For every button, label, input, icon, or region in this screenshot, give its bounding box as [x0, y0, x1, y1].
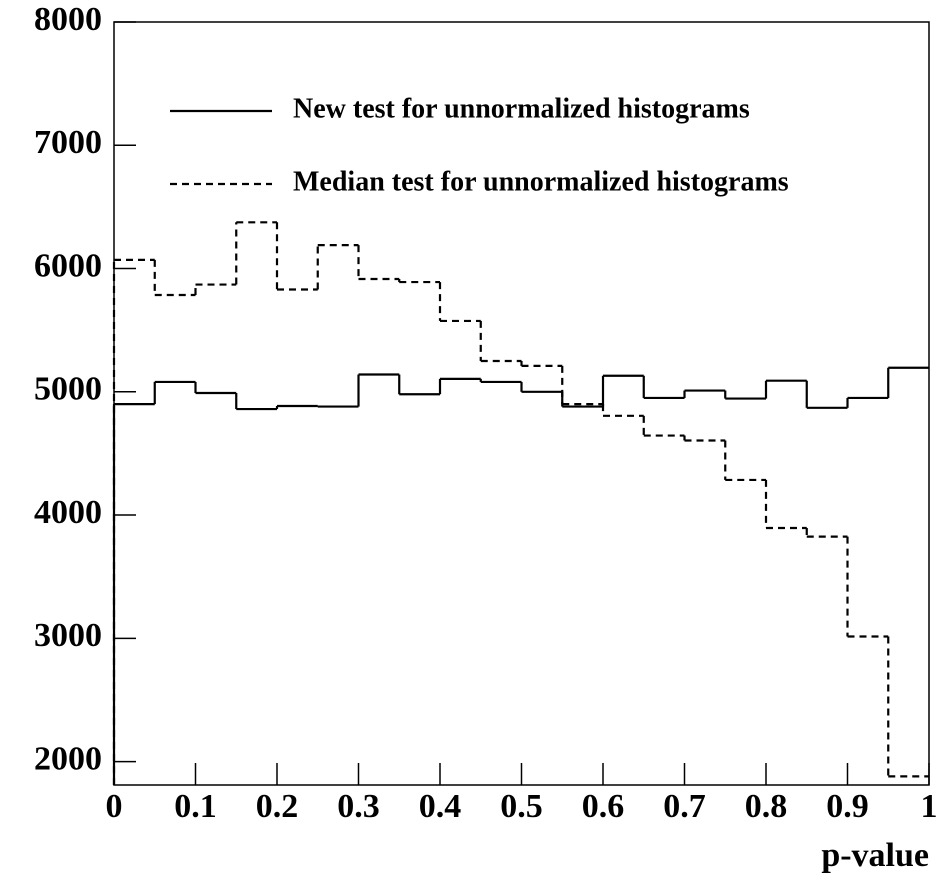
- y-tick-label: 3000: [34, 617, 102, 654]
- x-tick-label: 0.2: [256, 788, 299, 825]
- x-tick-label: 0.1: [174, 788, 217, 825]
- x-tick-label: 0.9: [826, 788, 869, 825]
- x-tick-label: 0.8: [745, 788, 788, 825]
- x-tick-label: 0.4: [419, 788, 462, 825]
- y-tick-label: 8000: [34, 1, 102, 38]
- x-tick-label: 1: [921, 788, 938, 825]
- x-tick-label: 0.3: [337, 788, 380, 825]
- y-tick-label: 2000: [34, 740, 102, 777]
- y-tick-label: 4000: [34, 494, 102, 531]
- legend-label: New test for unnormalized histograms: [293, 93, 750, 124]
- x-tick-label: 0: [106, 788, 123, 825]
- x-tick-label: 0.6: [582, 788, 625, 825]
- x-axis-label: p-value: [821, 837, 929, 874]
- x-tick-label: 0.5: [500, 788, 543, 825]
- legend-label: Median test for unnormalized histograms: [293, 166, 789, 197]
- x-tick-label: 0.7: [663, 788, 706, 825]
- y-tick-label: 5000: [34, 371, 102, 408]
- y-tick-label: 7000: [34, 124, 102, 161]
- y-tick-label: 6000: [34, 247, 102, 284]
